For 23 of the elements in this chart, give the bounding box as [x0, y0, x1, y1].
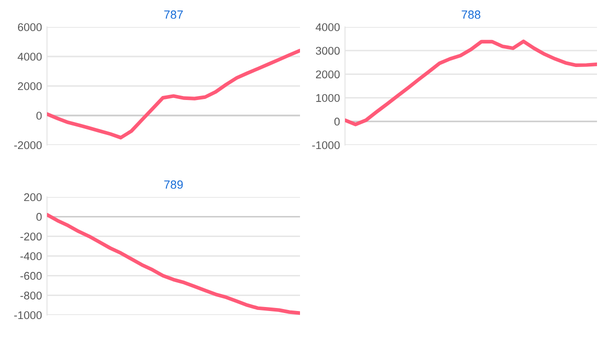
chart-title: 788	[462, 10, 480, 19]
y-tick-label: 3000	[316, 46, 340, 55]
chart-title: 789	[164, 180, 183, 189]
y-tick-label: -800	[20, 292, 42, 300]
y-tick-label: -400	[20, 252, 42, 260]
y-tick-label: 4000	[18, 52, 42, 61]
y-tick-label: 1000	[316, 94, 340, 102]
y-tick-label: 4000	[316, 23, 340, 32]
y-tick-label: 0	[36, 212, 42, 221]
line-series	[345, 40, 597, 126]
y-tick-label: -600	[20, 272, 42, 280]
y-tick-label: -1000	[14, 311, 42, 320]
y-tick-label: 0	[334, 118, 340, 126]
y-tick-label: 6000	[18, 23, 42, 32]
y-tick-label: 0	[36, 112, 42, 120]
y-tick-label: -1000	[312, 141, 340, 150]
y-tick-label: 200	[24, 193, 42, 202]
y-tick-label: 2000	[316, 70, 340, 78]
y-tick-label: -2000	[14, 141, 42, 150]
y-tick-label: 2000	[18, 82, 42, 90]
chart-title: 787	[164, 10, 183, 19]
y-tick-label: -200	[20, 232, 42, 240]
line-series	[47, 48, 300, 140]
